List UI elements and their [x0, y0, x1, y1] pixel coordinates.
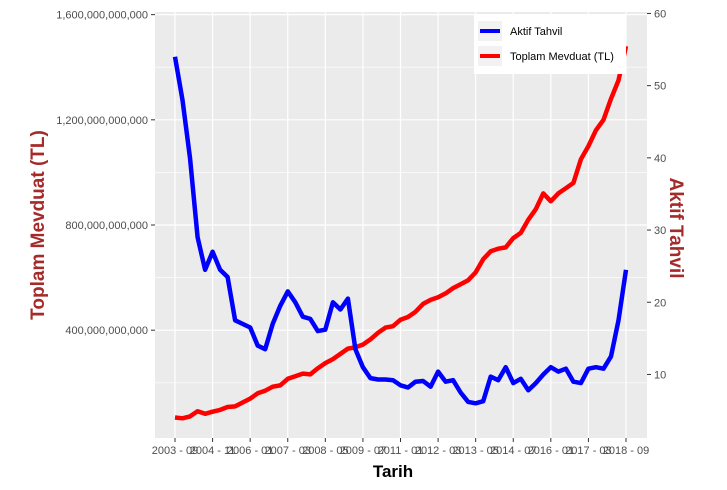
x-axis-tick-label: 2013 - 05 — [452, 445, 498, 457]
right-axis-title: Aktif Tahvil — [665, 178, 686, 279]
right-axis-tick-label: 50 — [654, 81, 666, 93]
x-axis-tick-label: 2006 - 01 — [227, 445, 273, 457]
right-axis-tick-label: 40 — [654, 153, 666, 165]
x-axis-title: Tarih — [373, 462, 413, 481]
series-line-toplam-mevduat — [174, 45, 629, 421]
right-axis-tick-label: 20 — [654, 297, 666, 309]
x-axis-tick-label: 2008 - 05 — [302, 445, 348, 457]
legend-label-2: Toplam Mevduat (TL) — [510, 51, 614, 63]
x-axis-tick-label: 2016 - 01 — [528, 445, 574, 457]
x-axis-tick-label: 2007 - 03 — [265, 445, 311, 457]
x-axis-tick-label: 2004 - 11 — [190, 445, 236, 457]
left-axis-title: Toplam Mevduat (TL) — [28, 130, 49, 320]
right-axis-tick-label: 30 — [654, 225, 666, 237]
right-axis-tick-label: 10 — [654, 369, 666, 381]
x-axis-tick-label: 2012 - 03 — [415, 445, 461, 457]
right-axis-tick-label: 60 — [654, 8, 666, 20]
x-axis-tick-label: 2011 - 01 — [378, 445, 424, 457]
x-axis-tick-label: 2017 - 03 — [565, 445, 611, 457]
left-axis-tick-label: 1,200,000,000,000 — [56, 115, 148, 127]
left-axis-tick-label: 800,000,000,000 — [65, 220, 148, 232]
left-axis-tick-label: 1,600,000,000,000 — [56, 10, 148, 22]
left-axis-tick-label: 400,000,000,000 — [65, 325, 148, 337]
series-line-aktif-tahvil — [172, 56, 629, 406]
left-axis: 400,000,000,000 800,000,000,000 1,200,000,… — [56, 10, 155, 337]
right-axis: 10 20 30 40 50 60 — [647, 8, 666, 381]
x-axis-tick-label: 2014 - 07 — [490, 445, 536, 457]
x-axis-tick-label: 2009 - 07 — [340, 445, 386, 457]
x-axis-tick-label: 2018 - 09 — [603, 445, 649, 457]
x-axis-tick-label: 2003 - 09 — [152, 445, 198, 457]
series-lines — [172, 45, 629, 421]
legend-label-1: Aktif Tahvil — [510, 26, 562, 38]
legend: Aktif Tahvil Toplam Mevduat (TL) — [474, 14, 626, 74]
